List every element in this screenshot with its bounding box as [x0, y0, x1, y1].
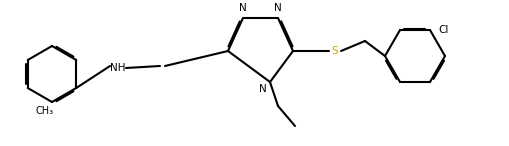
Text: N: N: [274, 3, 282, 13]
Text: S: S: [332, 46, 338, 56]
Text: N: N: [259, 84, 267, 94]
Text: CH₃: CH₃: [36, 106, 54, 116]
Text: Cl: Cl: [438, 25, 448, 35]
Text: N: N: [239, 3, 247, 13]
Text: NH: NH: [110, 63, 126, 73]
